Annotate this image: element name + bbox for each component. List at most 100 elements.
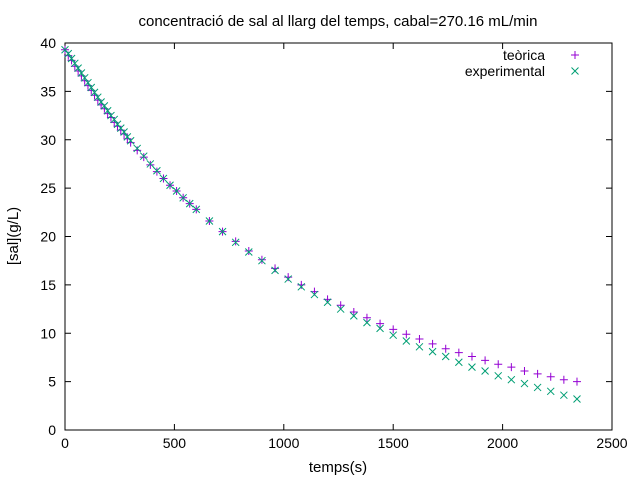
chart-title: concentració de sal al llarg del temps, … [139, 13, 538, 30]
data-point [520, 379, 529, 388]
data-point [87, 83, 96, 92]
data-point [152, 167, 161, 176]
data-point [428, 339, 437, 348]
data-point [336, 305, 345, 313]
data-point [74, 64, 82, 73]
data-point [572, 377, 581, 386]
y-tick-label: 15 [40, 277, 56, 293]
series-group [61, 45, 581, 403]
x-tick-label: 500 [163, 435, 187, 451]
x-tick-label: 1500 [378, 435, 409, 451]
data-point [454, 358, 463, 367]
data-point [559, 375, 568, 384]
data-point [139, 153, 148, 162]
x-tick-label: 1000 [268, 435, 299, 451]
data-point [533, 383, 542, 392]
data-point [231, 238, 240, 247]
y-axis-title: [sal](g/L) [5, 207, 22, 265]
data-point [93, 93, 102, 102]
data-point [185, 199, 194, 208]
x-tick-label: 2000 [487, 435, 518, 451]
data-point [402, 337, 411, 345]
x-axis: 0 500 1000 1500 2000 2500 [61, 43, 628, 451]
data-point [481, 356, 490, 365]
data-point [362, 313, 371, 322]
data-point [494, 371, 503, 380]
data-point [153, 166, 161, 175]
data-point [507, 363, 516, 372]
data-point [77, 69, 86, 77]
data-point [441, 352, 450, 361]
data-point [402, 330, 411, 339]
data-point [546, 387, 555, 396]
data-point [468, 363, 476, 371]
data-point [428, 347, 437, 356]
data-point [123, 134, 132, 143]
data-point [297, 282, 306, 291]
data-point [336, 301, 345, 310]
legend-marker [571, 67, 579, 75]
data-point [284, 273, 293, 282]
legend-label: teòrica [503, 47, 545, 63]
y-tick-label: 25 [40, 180, 56, 196]
data-point [573, 395, 581, 403]
data-point [310, 290, 319, 299]
data-point [284, 275, 293, 283]
data-point [64, 49, 73, 58]
y-tick-label: 35 [40, 83, 56, 99]
data-point [271, 264, 280, 273]
y-tick-label: 40 [40, 35, 56, 51]
plot-frame [64, 42, 613, 431]
data-point [103, 106, 112, 115]
data-point [494, 360, 503, 369]
data-point [80, 73, 89, 82]
data-point [70, 59, 79, 68]
data-point [441, 344, 450, 353]
data-point [166, 181, 174, 190]
data-point [244, 248, 253, 256]
data-point [126, 136, 135, 145]
data-point [218, 227, 227, 236]
data-point [349, 307, 358, 316]
data-point [179, 193, 188, 202]
data-point [133, 144, 142, 153]
data-point [376, 324, 384, 333]
data-point [533, 369, 542, 378]
data-point [560, 391, 568, 400]
x-tick-label: 2500 [596, 435, 627, 451]
plot-border [64, 42, 613, 431]
data-point [120, 128, 128, 136]
data-point [323, 298, 332, 307]
y-tick-label: 0 [48, 422, 56, 438]
data-point [454, 348, 463, 357]
legend-marker [571, 51, 579, 59]
data-point [106, 113, 115, 122]
data-point [376, 319, 385, 328]
data-point [389, 331, 398, 340]
x-tick-label: 0 [61, 435, 69, 451]
data-point [546, 372, 555, 381]
series-teorica [61, 45, 581, 386]
data-point [244, 247, 253, 256]
data-point [415, 342, 424, 351]
data-point [415, 335, 424, 344]
data-point [257, 255, 266, 264]
y-tick-label: 20 [40, 229, 56, 245]
data-point [67, 54, 76, 63]
data-point [520, 366, 529, 375]
data-point [113, 122, 122, 131]
y-tick-label: 5 [48, 374, 56, 390]
data-point [507, 375, 516, 384]
data-point [110, 115, 119, 124]
data-point [297, 280, 306, 289]
data-point [389, 325, 398, 334]
data-point [172, 187, 181, 195]
data-point [133, 146, 142, 155]
y-tick-label: 10 [40, 325, 56, 341]
legend-label: experimental [465, 63, 545, 79]
data-point [159, 174, 168, 183]
data-point [192, 205, 201, 214]
data-point [467, 352, 476, 361]
y-axis: 0 5 10 15 20 25 30 35 40 [40, 35, 612, 438]
